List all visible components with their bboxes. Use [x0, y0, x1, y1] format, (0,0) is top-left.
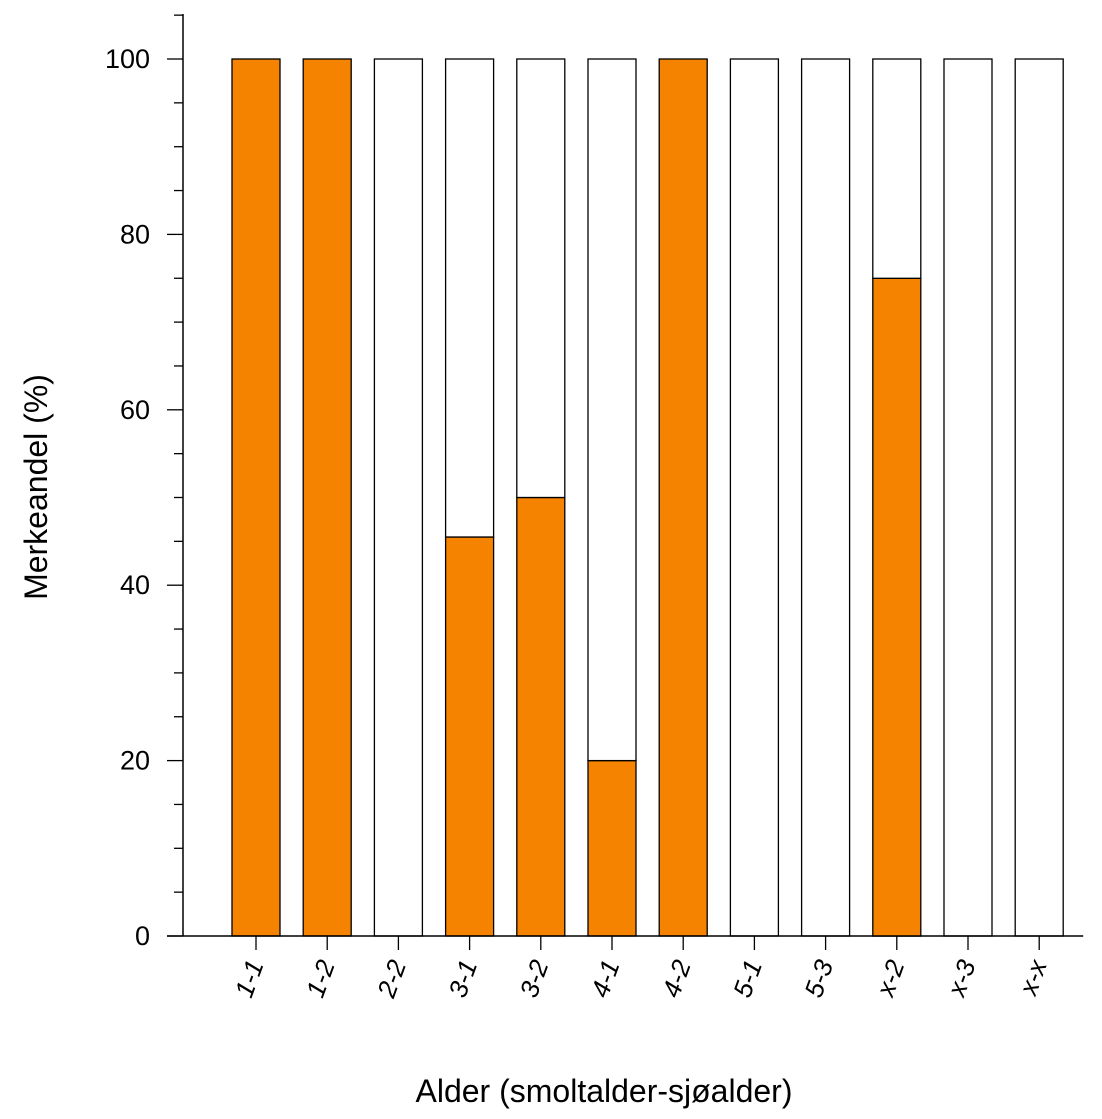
bar-3-1-unmarked: [444, 58, 495, 538]
x-tick-label-4-2: 4-2: [656, 955, 697, 1001]
x-tick-label-3-2: 3-2: [513, 955, 554, 1001]
bar-4-2-marked: [658, 58, 708, 937]
bar-1-2-marked: [302, 58, 352, 937]
x-tick-label-5-1: 5-1: [727, 956, 768, 1002]
x-axis: 1-1 1-2 2-2 3-1 3-2 4-1 4-2 5-1 5-3 x-2 x-3 x-x: [167, 935, 1084, 1002]
bar-1-1-marked: [231, 58, 281, 937]
x-tick-label-1-2: 1-2: [300, 955, 341, 1001]
y-axis-title: Merkeandel (%): [18, 374, 54, 600]
y-tick-label: 80: [120, 219, 150, 249]
y-tick-label: 0: [135, 921, 150, 951]
y-tick-label: 100: [105, 44, 150, 74]
x-tick-label-1-1: 1-1: [229, 956, 270, 1002]
bar-x-3-unmarked: [943, 58, 993, 937]
bar-4-1-marked: [587, 759, 637, 937]
x-tick-label-5-3: 5-3: [798, 955, 839, 1001]
plot-area: [231, 58, 1064, 937]
bar-x-2-marked: [872, 277, 922, 937]
x-tick-label-x-2: x-2: [869, 955, 910, 1002]
bar-4-1-unmarked: [587, 58, 637, 762]
bar-5-1-unmarked: [729, 58, 780, 937]
x-tick-label-x-x: x-x: [1012, 955, 1053, 1001]
y-tick-label: 20: [120, 746, 150, 776]
bar-5-3-unmarked: [800, 58, 851, 937]
y-tick-label: 40: [120, 570, 150, 600]
x-tick-label-4-1: 4-1: [585, 956, 626, 1002]
x-tick-label-3-1: 3-1: [442, 956, 483, 1002]
x-tick-label-2-2: 2-2: [371, 955, 413, 1002]
y-tick-label: 60: [120, 395, 150, 425]
bar-x-2-unmarked: [872, 58, 922, 279]
bar-3-2-marked: [516, 496, 566, 937]
y-axis: 0 20 40 60 80 100: [105, 14, 184, 951]
bar-x-x-unmarked: [1014, 58, 1064, 937]
bar-3-2-unmarked: [516, 58, 566, 499]
x-tick-label-x-3: x-3: [940, 955, 981, 1002]
bar-3-1-marked: [444, 536, 495, 937]
x-axis-title: Alder (smoltalder-sjøalder): [416, 1073, 793, 1109]
bar-2-2-unmarked: [373, 58, 424, 937]
